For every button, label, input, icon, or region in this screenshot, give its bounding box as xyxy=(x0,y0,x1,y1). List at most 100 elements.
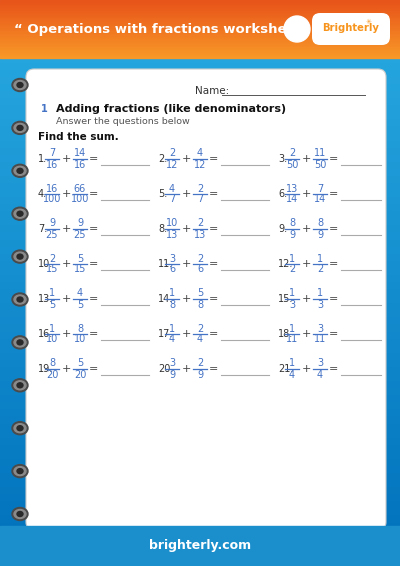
Text: 1: 1 xyxy=(317,289,323,298)
Text: 11: 11 xyxy=(286,335,298,345)
Ellipse shape xyxy=(12,508,28,521)
Bar xyxy=(0,48,400,49)
Text: 11: 11 xyxy=(314,335,326,345)
Bar xyxy=(0,2,400,5)
Bar xyxy=(0,354,400,361)
Bar xyxy=(0,318,400,325)
Bar xyxy=(0,17,400,19)
Text: 2: 2 xyxy=(197,218,203,229)
Text: +: + xyxy=(61,224,71,234)
Bar xyxy=(0,22,400,28)
Text: 13.: 13. xyxy=(38,294,53,304)
Bar xyxy=(0,127,400,135)
Text: +: + xyxy=(61,154,71,164)
Text: +: + xyxy=(181,364,191,374)
Bar xyxy=(0,283,400,290)
Bar xyxy=(0,524,400,531)
Bar xyxy=(0,14,400,16)
Ellipse shape xyxy=(17,168,23,173)
Text: 1: 1 xyxy=(289,324,295,333)
Bar xyxy=(0,184,400,191)
Bar xyxy=(0,28,400,31)
Text: 13: 13 xyxy=(194,229,206,239)
Ellipse shape xyxy=(12,121,28,134)
Bar xyxy=(0,198,400,205)
Text: 2: 2 xyxy=(317,264,323,275)
Bar xyxy=(0,43,400,45)
Bar xyxy=(0,12,400,15)
Bar xyxy=(0,7,400,8)
Bar xyxy=(0,38,400,41)
Text: +: + xyxy=(301,294,311,304)
Bar xyxy=(0,20,400,22)
Bar xyxy=(0,142,400,148)
Bar xyxy=(0,269,400,276)
Bar xyxy=(0,460,400,467)
Text: 25: 25 xyxy=(74,229,86,239)
Text: 11: 11 xyxy=(314,148,326,158)
Bar xyxy=(0,531,400,538)
Text: +: + xyxy=(301,224,311,234)
Text: 2: 2 xyxy=(49,254,55,264)
Bar xyxy=(0,488,400,495)
Bar xyxy=(0,509,400,516)
Text: 8: 8 xyxy=(169,299,175,310)
Bar xyxy=(0,31,400,33)
Ellipse shape xyxy=(12,164,28,177)
Bar xyxy=(0,290,400,297)
Bar xyxy=(0,453,400,460)
Bar xyxy=(0,375,400,382)
Text: Adding fractions (like denominators): Adding fractions (like denominators) xyxy=(56,104,286,114)
Ellipse shape xyxy=(14,381,26,390)
Text: 17.: 17. xyxy=(158,329,173,339)
Text: =: = xyxy=(208,294,218,304)
Bar xyxy=(0,191,400,198)
Text: 4: 4 xyxy=(317,370,323,379)
Bar xyxy=(0,389,400,396)
Ellipse shape xyxy=(17,426,23,431)
Bar xyxy=(0,446,400,453)
Text: =: = xyxy=(328,189,338,199)
Ellipse shape xyxy=(14,166,26,175)
Bar xyxy=(0,45,400,46)
Text: =: = xyxy=(328,294,338,304)
Text: =: = xyxy=(88,259,98,269)
Text: =: = xyxy=(88,294,98,304)
Bar xyxy=(0,5,400,7)
Bar xyxy=(0,135,400,142)
Text: 12: 12 xyxy=(194,160,206,169)
Text: +: + xyxy=(181,224,191,234)
Bar xyxy=(0,11,400,13)
Text: 4: 4 xyxy=(77,289,83,298)
Text: 3: 3 xyxy=(169,358,175,368)
Bar xyxy=(0,467,400,474)
Text: 4: 4 xyxy=(197,335,203,345)
Bar xyxy=(0,14,400,22)
Ellipse shape xyxy=(14,338,26,347)
Text: ✳: ✳ xyxy=(366,19,372,25)
Text: =: = xyxy=(88,189,98,199)
Bar xyxy=(0,516,400,524)
Bar xyxy=(0,85,400,92)
Bar xyxy=(0,382,400,389)
Text: 13: 13 xyxy=(286,183,298,194)
Text: 2: 2 xyxy=(197,358,203,368)
Text: Find the sum.: Find the sum. xyxy=(38,132,119,142)
Bar xyxy=(0,163,400,170)
Text: +: + xyxy=(61,259,71,269)
Bar xyxy=(0,261,400,269)
Bar xyxy=(0,18,400,20)
Text: 9: 9 xyxy=(49,218,55,229)
Bar xyxy=(0,424,400,431)
Bar xyxy=(0,23,400,25)
Bar xyxy=(0,212,400,219)
Text: 14: 14 xyxy=(74,148,86,158)
Text: +: + xyxy=(181,189,191,199)
Text: 50: 50 xyxy=(314,160,326,169)
Text: 16: 16 xyxy=(74,160,86,169)
Ellipse shape xyxy=(14,509,26,518)
Bar xyxy=(0,241,400,248)
Bar xyxy=(0,170,400,177)
Bar xyxy=(0,226,400,233)
Bar xyxy=(0,0,400,7)
